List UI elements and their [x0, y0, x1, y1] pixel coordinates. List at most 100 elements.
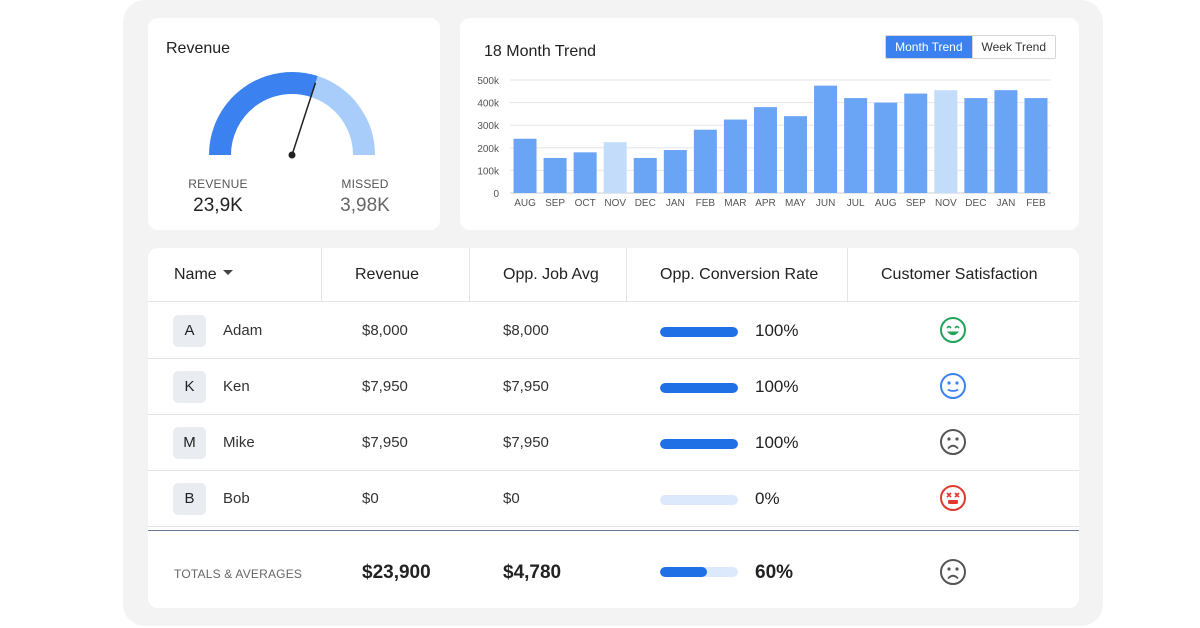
row-conversion-pct: 100% [755, 377, 799, 396]
row-revenue: $0 [362, 490, 379, 507]
table-row[interactable]: M Mike $7,950 $7,950 100% [148, 415, 1079, 471]
totals-conversion-bar-fill [660, 567, 707, 577]
x-tick-label: FEB [1026, 198, 1046, 209]
chart-bar-sep[interactable] [543, 157, 567, 193]
chart-bar-aug[interactable] [874, 102, 898, 193]
row-name: Adam [223, 322, 263, 339]
neutral-face-icon [939, 372, 967, 405]
x-tick-label: NOV [935, 198, 957, 209]
conversion-bar-fill [660, 383, 738, 393]
row-revenue: $7,950 [362, 434, 408, 451]
gauge-needle [291, 82, 317, 156]
month-trend-button[interactable]: Month Trend [886, 36, 972, 58]
x-tick-label: SEP [906, 198, 926, 209]
avatar: K [173, 371, 206, 403]
chart-bar-aug[interactable] [513, 138, 537, 193]
row-name: Mike [223, 434, 255, 451]
y-tick-label: 200k [477, 144, 500, 155]
x-tick-label: DEC [965, 198, 986, 209]
column-header-satisfaction[interactable]: Customer Satisfaction [881, 266, 1038, 283]
conversion-bar [660, 439, 738, 449]
totals-conversion-bar [660, 567, 738, 577]
chart-bar-feb[interactable] [693, 129, 717, 193]
week-trend-button[interactable]: Week Trend [971, 36, 1055, 58]
chart-bar-nov[interactable] [934, 90, 958, 193]
row-name: Bob [223, 490, 250, 507]
row-conversion-pct: 0% [755, 489, 780, 508]
trend-bar-chart: 0 100k 200k 300k 400k 500k AUG SEP OCT NOV DEC JAN F… [477, 76, 1051, 209]
chart-bar-may[interactable] [784, 116, 808, 193]
avatar: M [173, 427, 206, 459]
column-divider [321, 248, 322, 302]
table-row[interactable]: K Ken $7,950 $7,950 100% [148, 359, 1079, 415]
row-conversion-pct: 100% [755, 321, 799, 340]
x-tick-label: AUG [875, 198, 897, 209]
y-tick-label: 500k [477, 76, 500, 87]
revenue-stat: REVENUE 23,9K [163, 177, 273, 217]
chart-bar-jan[interactable] [663, 150, 687, 193]
revenue-card-title: Revenue [166, 40, 231, 57]
x-tick-label: APR [755, 198, 776, 209]
conversion-bar [660, 383, 738, 393]
conversion-bar [660, 495, 738, 505]
totals-row: TOTALS & AVERAGES $23,900 $4,780 60% [148, 530, 1079, 608]
happy-face-icon [939, 316, 967, 349]
chart-bar-jun[interactable] [814, 85, 838, 193]
x-tick-label: DEC [635, 198, 656, 209]
table-row[interactable]: A Adam $8,000 $8,000 100% [148, 303, 1079, 359]
x-tick-label: JAN [996, 198, 1015, 209]
x-tick-label: NOV [604, 198, 626, 209]
totals-label: TOTALS & AVERAGES [174, 567, 303, 581]
chart-bar-jan[interactable] [994, 90, 1018, 193]
y-tick-label: 400k [477, 99, 500, 110]
y-tick-label: 100k [477, 166, 500, 177]
row-conversion-pct: 100% [755, 433, 799, 452]
row-job-avg: $8,000 [503, 322, 549, 339]
column-header-conversion[interactable]: Opp. Conversion Rate [660, 266, 819, 283]
totals-revenue: $23,900 [362, 562, 431, 583]
sort-caret-icon[interactable] [222, 270, 233, 276]
row-revenue: $7,950 [362, 378, 408, 395]
team-table: Name Revenue Opp. Job Avg Opp. Conversio… [148, 248, 1079, 608]
table-row[interactable]: B Bob $0 $0 0% [148, 471, 1079, 527]
column-divider [626, 248, 627, 302]
sad-face-icon [939, 558, 967, 591]
row-job-avg: $7,950 [503, 378, 549, 395]
x-tick-label: FEB [696, 198, 716, 209]
totals-job-avg: $4,780 [503, 562, 562, 583]
gauge-remaining-arc [310, 76, 375, 156]
missed-stat: MISSED 3,98K [310, 177, 420, 217]
column-header-name-label: Name [174, 266, 217, 283]
totals-conversion-pct: 60% [755, 562, 794, 583]
trend-card: 0 100k 200k 300k 400k 500k AUG SEP OCT NOV DEC JAN F… [460, 18, 1079, 230]
conversion-bar-fill [660, 439, 738, 449]
column-header-job-avg[interactable]: Opp. Job Avg [503, 266, 599, 283]
x-tick-label: MAR [724, 198, 746, 209]
conversion-bar [660, 327, 738, 337]
chart-bar-jul[interactable] [844, 98, 868, 193]
column-header-revenue[interactable]: Revenue [355, 266, 420, 283]
trend-card-title: 18 Month Trend [484, 43, 597, 60]
chart-bar-oct[interactable] [573, 152, 597, 193]
table-header: Name Revenue Opp. Job Avg Opp. Conversio… [148, 248, 1079, 302]
x-tick-label: JUN [816, 198, 835, 209]
chart-bar-dec[interactable] [964, 98, 988, 193]
x-tick-label: JUL [847, 198, 865, 209]
y-tick-label: 300k [477, 121, 500, 132]
chart-bar-apr[interactable] [753, 107, 777, 193]
sad-face-icon [939, 428, 967, 461]
chart-bar-sep[interactable] [904, 93, 928, 193]
chart-bar-feb[interactable] [1024, 98, 1048, 193]
column-header-name[interactable]: Name [174, 248, 233, 302]
chart-bar-mar[interactable] [723, 119, 747, 193]
angry-face-icon [939, 484, 967, 517]
column-divider [469, 248, 470, 302]
revenue-stat-label: REVENUE [188, 177, 248, 191]
gauge-filled-arc [209, 72, 318, 156]
x-tick-label: MAY [785, 198, 806, 209]
row-name: Ken [223, 378, 250, 395]
row-revenue: $8,000 [362, 322, 408, 339]
chart-bar-dec[interactable] [633, 157, 657, 193]
x-tick-label: OCT [575, 198, 596, 209]
chart-bar-nov[interactable] [603, 142, 627, 193]
